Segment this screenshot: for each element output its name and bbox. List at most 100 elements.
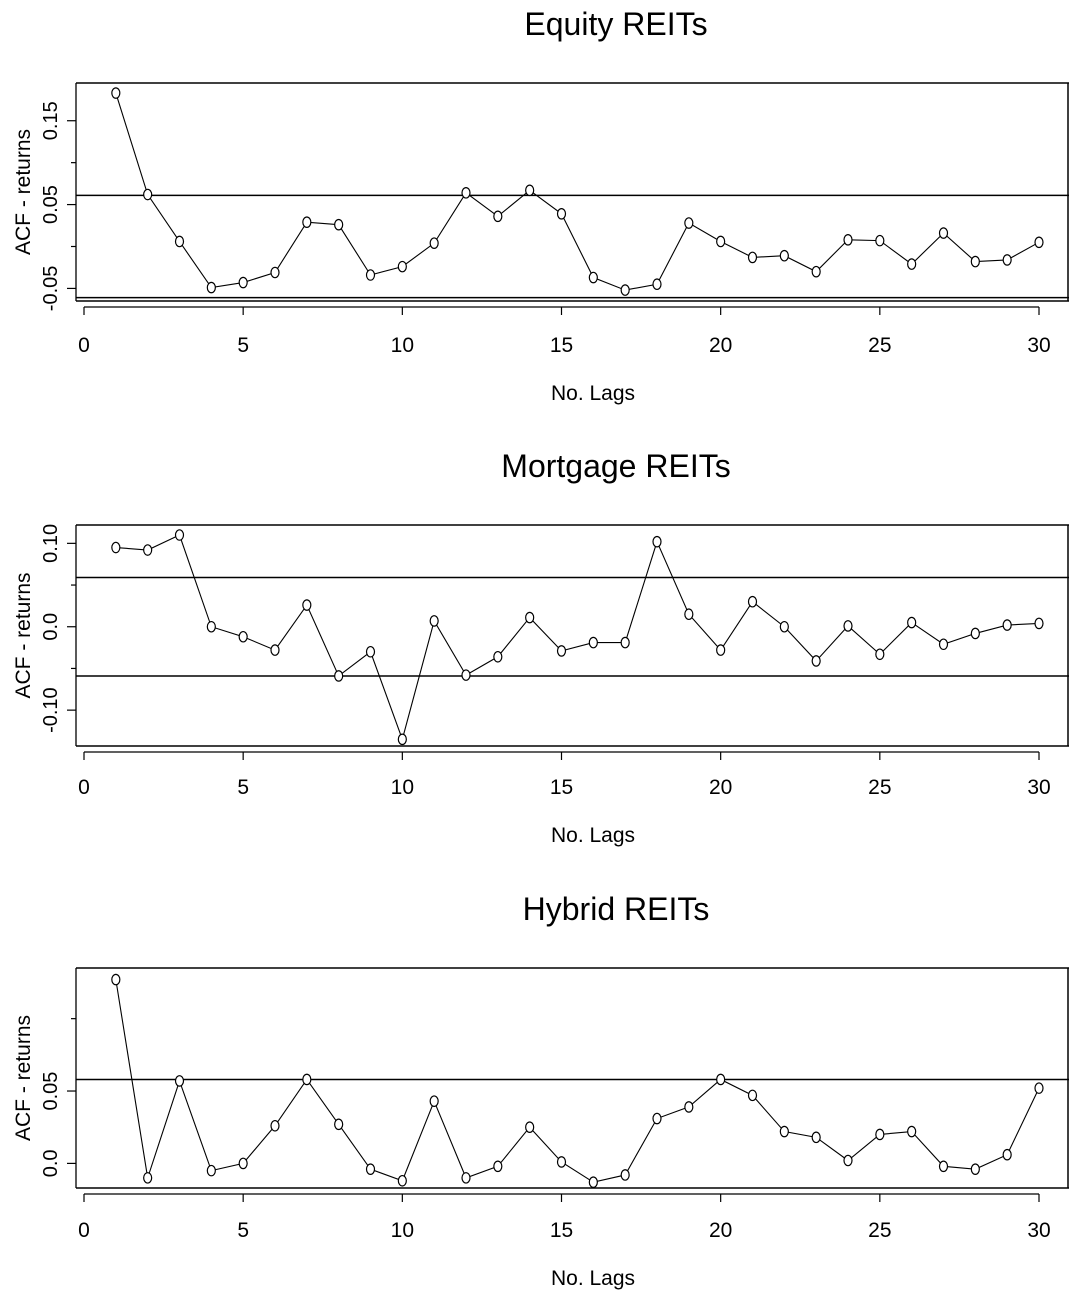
acf-point (779, 249, 789, 262)
acf-point (111, 541, 121, 554)
acf-point (525, 1121, 535, 1134)
acf-point (429, 615, 439, 627)
acf-point (588, 636, 598, 649)
chart-title: Equity REITs (524, 6, 707, 42)
acf-point (1034, 236, 1044, 249)
x-tick-label: 25 (868, 334, 891, 357)
acf-point (111, 973, 121, 986)
acf-point (493, 210, 503, 223)
acf-point (652, 535, 662, 548)
acf-point (875, 1128, 885, 1141)
acf-point (1002, 1148, 1012, 1161)
y-tick-label: 0.05 (40, 185, 62, 224)
acf-point (938, 227, 949, 239)
acf-point (270, 644, 280, 656)
x-tick-label: 10 (391, 776, 414, 799)
acf-point (238, 630, 248, 643)
x-axis-label: No. Lags (551, 382, 635, 405)
acf-point (206, 1164, 216, 1177)
acf-point (143, 544, 153, 556)
x-tick-label: 0 (78, 334, 90, 357)
acf-point (302, 599, 312, 611)
acf-point (365, 269, 376, 281)
acf-point (334, 670, 344, 682)
acf-point (716, 644, 726, 656)
y-tick-label: 0.05 (40, 1072, 62, 1111)
acf-point (1034, 617, 1044, 630)
acf-point (875, 234, 885, 247)
acf-point (174, 235, 185, 248)
acf-point (238, 276, 248, 289)
acf-point (493, 650, 503, 663)
acf-point (206, 281, 216, 294)
acf-point (461, 1172, 471, 1184)
x-tick-label: 15 (550, 776, 573, 799)
acf-point (1002, 254, 1012, 266)
acf-point (525, 184, 535, 197)
acf-point (875, 648, 885, 661)
x-tick-label: 5 (237, 1219, 249, 1242)
acf-point (747, 595, 758, 608)
x-tick-label: 15 (550, 1219, 573, 1242)
acf-point (174, 529, 185, 541)
acf-point (1034, 1082, 1044, 1094)
acf-point (620, 636, 630, 649)
x-tick-label: 5 (237, 776, 249, 799)
acf-point (970, 627, 980, 640)
x-axis-label: No. Lags (551, 1267, 635, 1290)
acf-point (843, 620, 853, 632)
acf-point (907, 258, 917, 270)
acf-series-line (115, 92, 1040, 291)
acf-point (365, 645, 376, 658)
acf-point (811, 1131, 821, 1144)
acf-point (970, 255, 980, 268)
acf-point (779, 1125, 789, 1138)
acf-point (397, 733, 407, 746)
acf-point (716, 1073, 726, 1086)
acf-point (111, 87, 121, 99)
acf-point (1002, 619, 1012, 631)
acf-point (652, 278, 662, 291)
x-tick-label: 15 (550, 334, 573, 357)
acf-point (206, 620, 216, 633)
y-tick-label: -0.05 (40, 266, 62, 312)
acf-point (397, 1174, 407, 1187)
acf-point (779, 620, 789, 633)
acf-point (907, 1125, 917, 1138)
x-tick-label: 25 (868, 1219, 891, 1242)
acf-point (525, 611, 535, 624)
acf-point (270, 266, 280, 279)
acf-point (747, 1089, 758, 1102)
acf-point (334, 218, 344, 231)
x-tick-label: 30 (1027, 1219, 1050, 1242)
acf-point (429, 1095, 439, 1107)
acf-point (907, 616, 917, 629)
acf-point (716, 235, 726, 248)
acf-point (461, 187, 471, 199)
acf-point (365, 1163, 376, 1175)
acf-point (429, 237, 439, 249)
x-tick-label: 10 (391, 1219, 414, 1242)
acf-point (970, 1163, 980, 1175)
acf-point (556, 1156, 567, 1168)
y-tick-label: 0.15 (40, 101, 62, 140)
acf-point (302, 1073, 312, 1086)
acf-point (811, 265, 821, 278)
acf-point (588, 1176, 598, 1189)
acf-point (397, 260, 407, 273)
chart-title: Mortgage REITs (501, 448, 730, 484)
acf-point (684, 217, 694, 229)
acf-point (461, 669, 471, 681)
x-tick-label: 20 (709, 334, 732, 357)
x-tick-label: 25 (868, 776, 891, 799)
acf-point (811, 655, 821, 667)
acf-point (938, 1160, 949, 1173)
acf-point (302, 216, 312, 228)
acf-point (620, 1169, 630, 1181)
y-axis-label: ACF - returns (12, 129, 35, 255)
acf-point (684, 1101, 694, 1113)
acf-point (938, 638, 949, 651)
